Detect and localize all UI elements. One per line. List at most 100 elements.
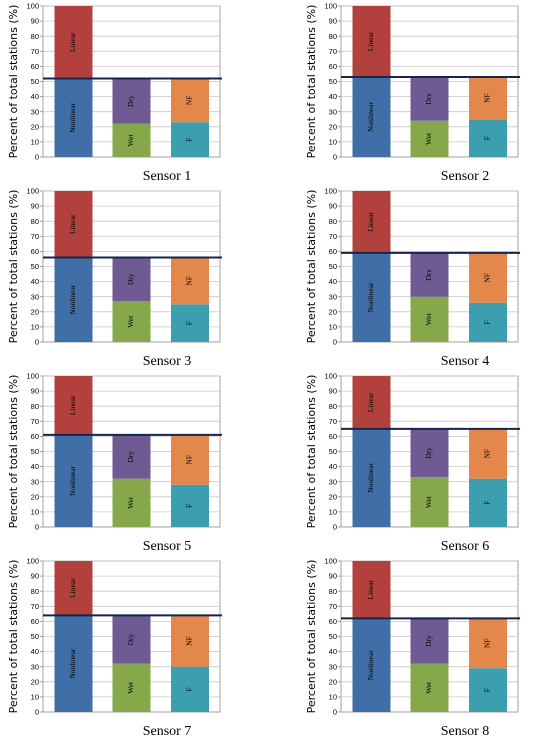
segment-label: Dry <box>126 95 135 107</box>
segment-label: NF <box>185 96 194 106</box>
y-tick-label: 0 <box>35 153 39 162</box>
segment-label: Linear <box>366 579 375 599</box>
chart-title: Sensor 8 <box>441 724 490 739</box>
chart-svg: 0 10 20 30 40 50 60 70 80 90 100 Nonlinear Linear Wet… <box>7 557 222 739</box>
segment-label: F <box>185 321 194 325</box>
bar-segment-f <box>469 119 507 157</box>
y-tick-label: 0 <box>333 523 337 532</box>
segment-label: Dry <box>424 93 433 105</box>
y-tick-label: 90 <box>31 572 39 581</box>
segment-label: Nonlinear <box>366 282 375 312</box>
bar-segment-wet <box>112 123 151 157</box>
bar-segment-nonlinear <box>352 428 391 527</box>
y-tick-label: 10 <box>31 323 39 332</box>
y-tick-label: 20 <box>329 492 337 501</box>
bar-segment-f <box>171 666 209 712</box>
segment-label: F <box>483 136 492 140</box>
y-tick-label: 0 <box>35 708 39 717</box>
y-tick-label: 30 <box>329 477 337 486</box>
segment-label: F <box>483 688 492 692</box>
segment-label: Nonlinear <box>68 648 77 678</box>
segment-label: Dry <box>126 273 135 285</box>
y-tick-label: 60 <box>329 62 337 71</box>
bar-segment-nonlinear <box>54 257 93 342</box>
bar-segment-dry <box>112 434 151 479</box>
bar-segment-linear <box>352 376 391 429</box>
segment-label: Nonlinear <box>366 462 375 492</box>
segment-label: Wet <box>424 312 433 325</box>
chart-svg: 0 10 20 30 40 50 60 70 80 90 100 Nonlinear Linear Wet… <box>305 557 520 739</box>
y-tick-label: 50 <box>329 77 337 86</box>
y-tick-label: 80 <box>329 402 337 411</box>
bar-segment-f <box>171 122 209 157</box>
y-tick-label: 30 <box>31 107 39 116</box>
segment-label: F <box>185 504 194 508</box>
chart-svg: 0 10 20 30 40 50 60 70 80 90 100 Nonlinear Linear Wet… <box>7 2 222 184</box>
bar-segment-linear <box>54 376 93 435</box>
y-tick-label: 30 <box>329 662 337 671</box>
segment-label: Linear <box>68 395 77 415</box>
bar-segment-wet <box>410 120 449 157</box>
sensor-chart-3: 0 10 20 30 40 50 60 70 80 90 100 Nonlinear Linear Wet… <box>0 185 238 370</box>
bar-segment-nf <box>171 78 209 123</box>
y-tick-label: 40 <box>31 92 39 101</box>
bar-segment-dry <box>410 428 449 478</box>
chart-title: Sensor 1 <box>143 169 192 184</box>
bar-segment-nf <box>469 76 507 120</box>
y-tick-label: 20 <box>31 492 39 501</box>
segment-label: Nonlinear <box>68 465 77 495</box>
y-axis-label: Percent of total stations (%) <box>305 560 318 714</box>
y-tick-label: 60 <box>329 432 337 441</box>
y-tick-label: 80 <box>31 32 39 41</box>
bar-segment-nf <box>171 434 209 485</box>
y-tick-label: 80 <box>31 587 39 596</box>
y-tick-label: 0 <box>333 153 337 162</box>
y-tick-label: 50 <box>329 632 337 641</box>
segment-label: NF <box>483 638 492 648</box>
y-tick-label: 0 <box>333 708 337 717</box>
segment-label: NF <box>483 273 492 283</box>
y-tick-label: 40 <box>31 462 39 471</box>
y-tick-label: 90 <box>31 202 39 211</box>
segment-label: NF <box>185 276 194 286</box>
y-tick-label: 20 <box>329 122 337 131</box>
y-tick-label: 80 <box>329 587 337 596</box>
y-tick-label: 70 <box>31 232 39 241</box>
bar-segment-f <box>469 668 507 712</box>
y-tick-label: 80 <box>329 217 337 226</box>
y-tick-label: 40 <box>329 92 337 101</box>
sensor-chart-6: 0 10 20 30 40 50 60 70 80 90 100 Nonlinear Linear Wet… <box>298 370 536 555</box>
bar-segment-dry <box>410 618 449 664</box>
y-tick-label: 20 <box>31 307 39 316</box>
sensor-chart-7: 0 10 20 30 40 50 60 70 80 90 100 Nonlinear Linear Wet… <box>0 555 238 740</box>
y-tick-label: 40 <box>329 277 337 286</box>
segment-label: Nonlinear <box>68 102 77 132</box>
y-tick-label: 40 <box>31 277 39 286</box>
segment-label: Dry <box>126 633 135 645</box>
segment-label: Dry <box>126 451 135 463</box>
chart-title: Sensor 6 <box>441 539 490 554</box>
y-tick-label: 100 <box>324 372 337 381</box>
y-tick-label: 20 <box>31 677 39 686</box>
y-axis-label: Percent of total stations (%) <box>7 375 20 529</box>
y-tick-label: 70 <box>329 47 337 56</box>
y-tick-label: 40 <box>329 462 337 471</box>
bar-segment-wet <box>112 301 151 342</box>
y-tick-label: 80 <box>329 32 337 41</box>
y-tick-label: 20 <box>329 677 337 686</box>
segment-label: F <box>185 687 194 691</box>
y-tick-label: 60 <box>31 247 39 256</box>
y-tick-label: 100 <box>324 187 337 196</box>
bar-segment-nf <box>171 615 209 667</box>
chart-title: Sensor 5 <box>143 539 192 554</box>
segment-label: Wet <box>424 132 433 145</box>
bar-segment-linear <box>54 191 93 258</box>
bar-segment-linear <box>352 561 391 619</box>
y-tick-label: 70 <box>31 47 39 56</box>
segment-label: Wet <box>126 496 135 509</box>
y-tick-label: 70 <box>329 602 337 611</box>
segment-label: Wet <box>126 681 135 694</box>
y-tick-label: 100 <box>324 557 337 566</box>
segment-label: Linear <box>68 214 77 234</box>
